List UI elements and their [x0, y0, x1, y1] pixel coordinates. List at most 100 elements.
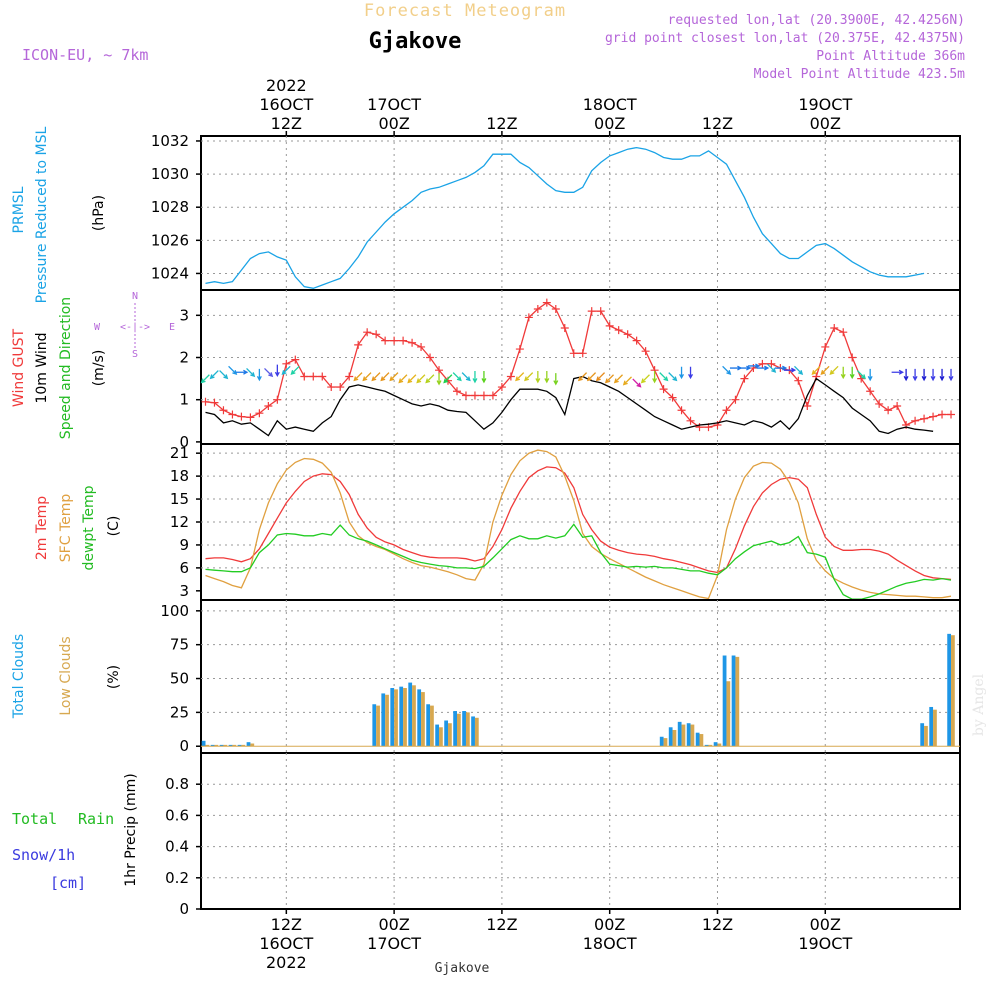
gust-marker: [506, 372, 515, 381]
gust-marker: [911, 416, 920, 425]
top-axis-label: 16OCT: [259, 95, 313, 114]
wind-arrow: [688, 366, 694, 380]
gust-marker: [929, 412, 938, 421]
gust-marker: [803, 402, 812, 411]
wind-arrow: [774, 365, 788, 371]
wind-arrow: [948, 368, 954, 382]
gust-marker: [587, 307, 596, 316]
requested-coords: requested lon,lat (20.3900E, 42.4256N): [668, 13, 965, 28]
model-label: ICON-EU, ~ 7km: [22, 46, 148, 64]
temp-labels: 2m Temp SFC Temp dewpt Temp (C): [34, 485, 122, 570]
gust-marker: [246, 413, 255, 422]
wind-arrow: [604, 374, 615, 384]
wind-arrow: [524, 372, 534, 382]
gust-marker: [578, 349, 587, 358]
bottom-axis-label: 00Z: [594, 915, 625, 934]
series-sfc-temp: [205, 449, 952, 600]
low-clouds-label: Low Clouds: [58, 636, 74, 715]
y-tick-label: 75: [170, 636, 189, 654]
sfc-label: SFC Temp: [58, 494, 74, 563]
bar-total-clouds: [372, 704, 377, 747]
bar-low-clouds: [690, 724, 695, 747]
bar-low-clouds: [439, 727, 443, 747]
y-tick-label: 0.6: [165, 806, 189, 824]
wind-arrow: [246, 367, 256, 378]
wind-arrow: [407, 374, 417, 384]
wind-arrow: [595, 372, 606, 382]
gust-marker: [533, 304, 542, 313]
gust-marker: [605, 321, 614, 330]
wind-arrow: [679, 366, 685, 380]
gust-marker: [632, 336, 641, 345]
y-tick-label: 12: [170, 513, 189, 531]
gust-marker: [417, 342, 426, 351]
dewpt-label: dewpt Temp: [81, 485, 97, 570]
wind-arrow: [544, 370, 550, 384]
bar-low-clouds: [726, 681, 731, 747]
gust-marker: [848, 353, 857, 362]
y-tick-label: 1032: [151, 132, 189, 150]
bar-low-clouds: [214, 744, 219, 747]
top-axis-label: 12Z: [702, 114, 733, 133]
bar-low-clouds: [465, 712, 470, 747]
y-tick-label: 3: [179, 306, 189, 324]
wind-arrow: [380, 372, 390, 382]
gust-marker: [210, 398, 219, 407]
panel-wind: 0 1 2 3: [179, 289, 961, 451]
gust-marker: [291, 355, 300, 364]
gust-marker: [866, 387, 875, 396]
bar-low-clouds: [474, 717, 479, 747]
bar-low-clouds: [385, 694, 389, 747]
compass-n: N: [132, 291, 138, 302]
wind-arrow: [738, 365, 752, 371]
bar-low-clouds: [699, 734, 704, 747]
gust-marker: [399, 336, 408, 345]
wind-arrow: [398, 374, 408, 384]
top-axis-label: 00Z: [810, 114, 841, 133]
top-axis-label: 18OCT: [583, 95, 637, 114]
gust-marker: [497, 383, 506, 392]
wind-arrow: [481, 370, 487, 384]
bar-total-clouds: [444, 720, 449, 747]
bar-total-clouds: [228, 744, 233, 747]
wind-arrow: [867, 368, 873, 382]
gust-marker: [354, 340, 363, 349]
gust-marker: [336, 383, 345, 392]
total-clouds-label: Total Clouds: [11, 634, 27, 719]
prmsl-label: PRMSL: [11, 186, 27, 233]
wind-arrow: [622, 376, 632, 386]
y-tick-label: 0: [179, 433, 189, 451]
gust-marker: [228, 410, 237, 419]
panel-frame: [200, 599, 961, 754]
wind-arrow: [353, 372, 363, 382]
wind-arrow: [274, 364, 280, 378]
gust-marker: [686, 416, 695, 425]
bar-total-clouds: [713, 742, 718, 747]
chart-title: Forecast Meteogram: [364, 1, 566, 21]
y-tick-label: 6: [179, 559, 189, 577]
gust-marker: [551, 304, 560, 313]
series-2m-temp: [205, 466, 952, 581]
speed-dir-label: Speed and Direction: [58, 297, 74, 439]
y-tick-label: 0.2: [165, 869, 189, 887]
bar-low-clouds: [708, 744, 713, 747]
compass-mid: <-|->: [120, 322, 150, 333]
bar-total-clouds: [659, 736, 664, 747]
gust-marker: [479, 391, 488, 400]
bar-low-clouds: [456, 713, 461, 747]
gust-marker: [470, 391, 479, 400]
bar-total-clouds: [210, 744, 215, 747]
wind-arrow: [577, 372, 588, 382]
bottom-axis-label: 16OCT: [259, 934, 313, 953]
wind-arrow: [903, 368, 909, 382]
gust-marker: [264, 402, 273, 411]
wind-arrow: [219, 370, 229, 380]
wind-arrow: [939, 368, 945, 382]
bar-total-clouds: [695, 732, 700, 747]
pressure-unit: (hPa): [91, 195, 107, 231]
footer-location: Gjakove: [435, 961, 490, 976]
wind-arrow: [586, 372, 597, 382]
panel-precip: 0 0.2 0.4 0.6 0.8: [165, 752, 961, 918]
wind-arrow: [912, 368, 918, 382]
